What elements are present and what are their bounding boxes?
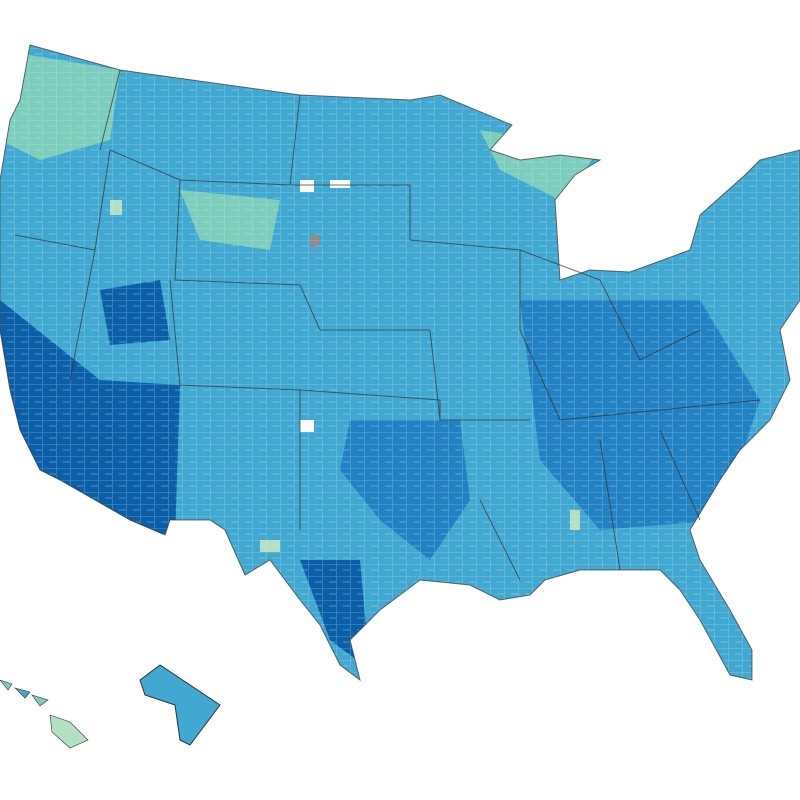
island xyxy=(0,679,13,691)
state-borders xyxy=(0,44,800,681)
hawaii xyxy=(0,679,89,749)
island xyxy=(31,694,49,707)
island xyxy=(49,714,89,749)
counties xyxy=(0,45,800,680)
island xyxy=(13,687,31,699)
county-lines xyxy=(0,45,800,680)
alaska xyxy=(139,664,221,746)
